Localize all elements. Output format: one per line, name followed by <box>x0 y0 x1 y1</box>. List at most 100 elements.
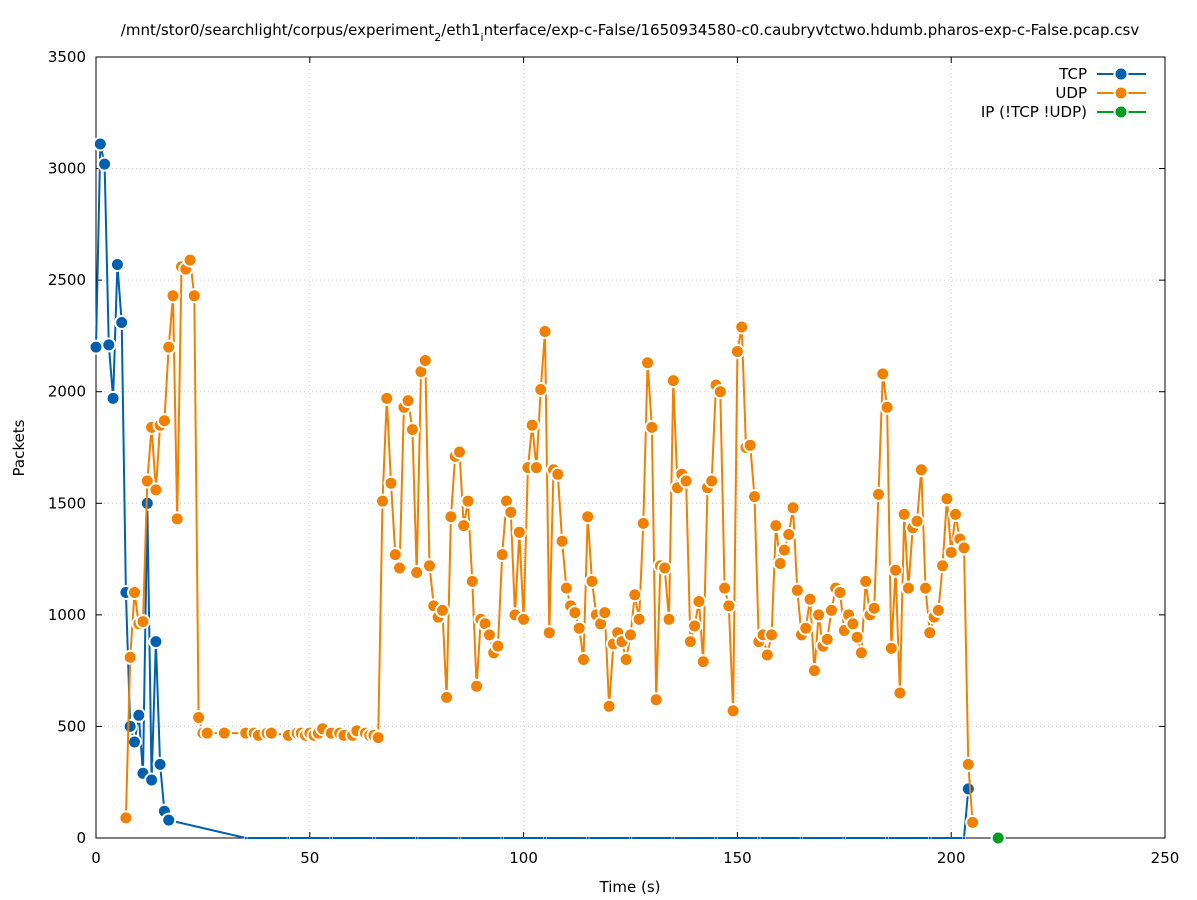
legend-label: UDP <box>1055 84 1087 102</box>
y-tick-label: 3000 <box>48 160 86 178</box>
data-point <box>913 462 929 478</box>
y-tick-label: 500 <box>57 717 86 735</box>
data-point <box>601 698 617 714</box>
data-point <box>422 558 437 574</box>
data-point <box>516 611 532 627</box>
title-subscript-2: i <box>481 31 484 44</box>
data-point <box>628 836 633 840</box>
data-point <box>892 685 908 701</box>
data-point <box>965 814 981 830</box>
data-point <box>918 580 933 596</box>
data-point <box>695 654 711 670</box>
plot-border <box>95 56 1166 839</box>
data-point <box>443 509 459 525</box>
data-point <box>118 810 134 826</box>
data-point <box>457 836 462 840</box>
data-point <box>567 605 583 621</box>
data-point <box>524 417 540 433</box>
y-tick-label: 0 <box>76 829 86 847</box>
y-tick-label: 3500 <box>48 48 86 66</box>
data-point <box>533 382 549 397</box>
y-tick-label: 1000 <box>48 606 86 624</box>
data-point <box>922 625 938 641</box>
data-point <box>148 482 164 498</box>
data-point <box>682 634 698 650</box>
data-point <box>139 473 155 489</box>
legend-item: UDP <box>1055 84 1146 102</box>
data-point <box>144 772 160 788</box>
data-point <box>849 629 865 645</box>
data-point <box>879 399 895 415</box>
data-point <box>161 812 177 828</box>
data-point <box>799 836 804 840</box>
data-point <box>729 344 745 359</box>
data-point <box>678 473 694 489</box>
legend-label: IP (!TCP !UDP) <box>981 103 1087 121</box>
axes: 0 50 100 150 200 2500500100015002000250030003… <box>48 48 1180 867</box>
data-point <box>127 734 142 750</box>
data-point <box>199 725 215 741</box>
legend-item: TCP <box>1058 65 1146 83</box>
data-point <box>896 506 912 522</box>
data-point <box>725 703 741 719</box>
legend-item: IP (!TCP !UDP) <box>981 103 1146 121</box>
data-point <box>824 602 839 618</box>
data-point <box>939 491 955 507</box>
data-point <box>871 486 886 502</box>
data-point <box>802 591 818 607</box>
data-point <box>644 419 660 435</box>
data-point <box>375 493 390 509</box>
data-point <box>490 638 506 654</box>
data-point <box>721 598 737 614</box>
gridlines <box>96 57 1165 838</box>
data-point <box>776 542 792 558</box>
legend-marker <box>1113 66 1129 82</box>
series-ip-tcp-udp <box>990 830 1006 846</box>
legend-label: TCP <box>1058 65 1087 83</box>
y-tick-label: 2500 <box>48 271 86 289</box>
data-point <box>648 692 664 708</box>
data-point <box>819 631 835 647</box>
data-point <box>543 836 547 840</box>
data-point <box>597 605 613 621</box>
y-axis-title: Packets <box>10 419 28 476</box>
data-point <box>930 602 946 618</box>
y-tick-label: 1500 <box>48 494 86 512</box>
x-tick-label: 250 <box>1151 849 1180 867</box>
x-tick-label: 100 <box>509 849 538 867</box>
data-point <box>671 836 676 840</box>
series-tcp <box>88 136 976 840</box>
data-point <box>370 730 386 746</box>
data-point <box>866 600 882 616</box>
chart-title: /mnt/stor0/searchlight/corpus/experiment… <box>121 21 1140 44</box>
x-axis-title: Time (s) <box>599 878 661 896</box>
data-point <box>661 611 677 627</box>
title-part-2: /eth1 <box>441 21 480 39</box>
data-point <box>956 540 972 556</box>
data-point <box>558 580 574 596</box>
data-point <box>387 547 403 563</box>
data-point <box>417 353 433 368</box>
data-point <box>528 460 544 476</box>
legend-marker <box>1113 85 1129 101</box>
data-point <box>845 616 861 632</box>
data-point <box>935 558 951 574</box>
data-point <box>962 836 966 840</box>
data-point <box>460 493 476 509</box>
data-point <box>960 781 976 797</box>
data-point <box>434 602 450 618</box>
data-point <box>383 475 399 491</box>
data-point <box>186 288 202 304</box>
x-tick-label: 0 <box>91 849 101 867</box>
data-point <box>714 836 718 840</box>
data-point <box>772 556 788 571</box>
data-point <box>165 288 181 304</box>
data-point <box>704 473 720 489</box>
data-point <box>842 836 847 840</box>
data-point <box>571 620 587 636</box>
data-point <box>883 640 899 656</box>
data-point <box>464 573 480 589</box>
series-udp <box>118 252 981 830</box>
data-point <box>811 607 827 623</box>
